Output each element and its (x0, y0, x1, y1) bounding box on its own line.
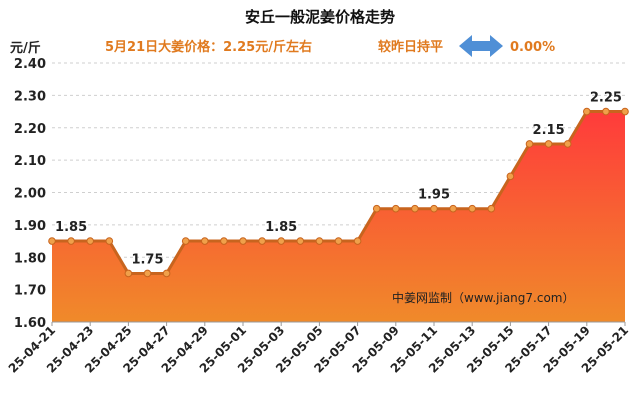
data-labels: 1.85 1.75 1.85 1.95 2.15 2.25 (55, 91, 622, 268)
y-tick-label: 2.30 (14, 89, 46, 104)
y-tick-label: 1.60 (14, 316, 46, 331)
data-point (602, 107, 610, 116)
price-area (52, 111, 625, 322)
data-point (277, 237, 286, 245)
y-tick-label: 2.10 (14, 154, 46, 169)
data-point (468, 204, 477, 213)
data-point (201, 237, 209, 245)
data-point (239, 237, 247, 245)
y-axis-ticks: 1.60 1.70 1.80 1.90 2.00 2.10 2.20 2.30 2.40 (14, 57, 46, 331)
watermark: 中姜网监制（www.jiang7.com） (392, 290, 574, 305)
data-point (105, 237, 114, 245)
data-point (506, 172, 515, 181)
y-tick-label: 2.00 (14, 187, 46, 202)
data-point (392, 204, 400, 213)
data-label: 1.95 (418, 188, 450, 203)
data-point (487, 204, 496, 213)
data-point (372, 204, 381, 213)
data-point (544, 140, 553, 148)
data-point (143, 269, 152, 278)
y-tick-label: 2.40 (14, 57, 46, 72)
data-point (86, 237, 94, 245)
data-point (124, 269, 133, 278)
chart-title: 安丘一般泥姜价格走势 (245, 8, 395, 26)
x-axis-ticks: 25-04-2125-04-2325-04-2525-04-2725-04-29… (6, 322, 631, 376)
data-point (181, 237, 190, 245)
compare-text: 较昨日持平 (378, 39, 443, 55)
data-point (258, 237, 266, 245)
data-point (296, 237, 305, 245)
data-point (67, 237, 75, 245)
data-label: 1.85 (55, 220, 87, 235)
data-label: 1.85 (265, 220, 297, 235)
data-points (48, 107, 629, 278)
data-point (583, 107, 591, 116)
data-point (220, 237, 228, 245)
data-label: 2.15 (533, 123, 565, 138)
data-point (563, 140, 572, 148)
y-tick-label: 1.90 (14, 219, 46, 234)
data-point (315, 237, 324, 245)
data-label: 1.75 (131, 252, 163, 267)
y-tick-label: 1.70 (14, 284, 46, 299)
data-point (353, 237, 362, 245)
data-point (411, 204, 419, 213)
data-point (430, 204, 438, 213)
data-label: 2.25 (590, 91, 622, 106)
y-tick-label: 1.80 (14, 251, 46, 266)
price-subtitle: 5月21日大姜价格：2.25元/斤左右 (105, 39, 312, 55)
y-tick-label: 2.20 (14, 122, 46, 137)
unit-label: 元/斤 (10, 40, 41, 56)
double-arrow-icon (459, 35, 503, 57)
data-point (334, 237, 343, 245)
data-point (449, 204, 457, 213)
change-percent: 0.00% (510, 40, 555, 55)
data-point (621, 107, 629, 116)
data-point (48, 237, 56, 245)
data-point (162, 269, 171, 278)
data-point (525, 140, 534, 148)
